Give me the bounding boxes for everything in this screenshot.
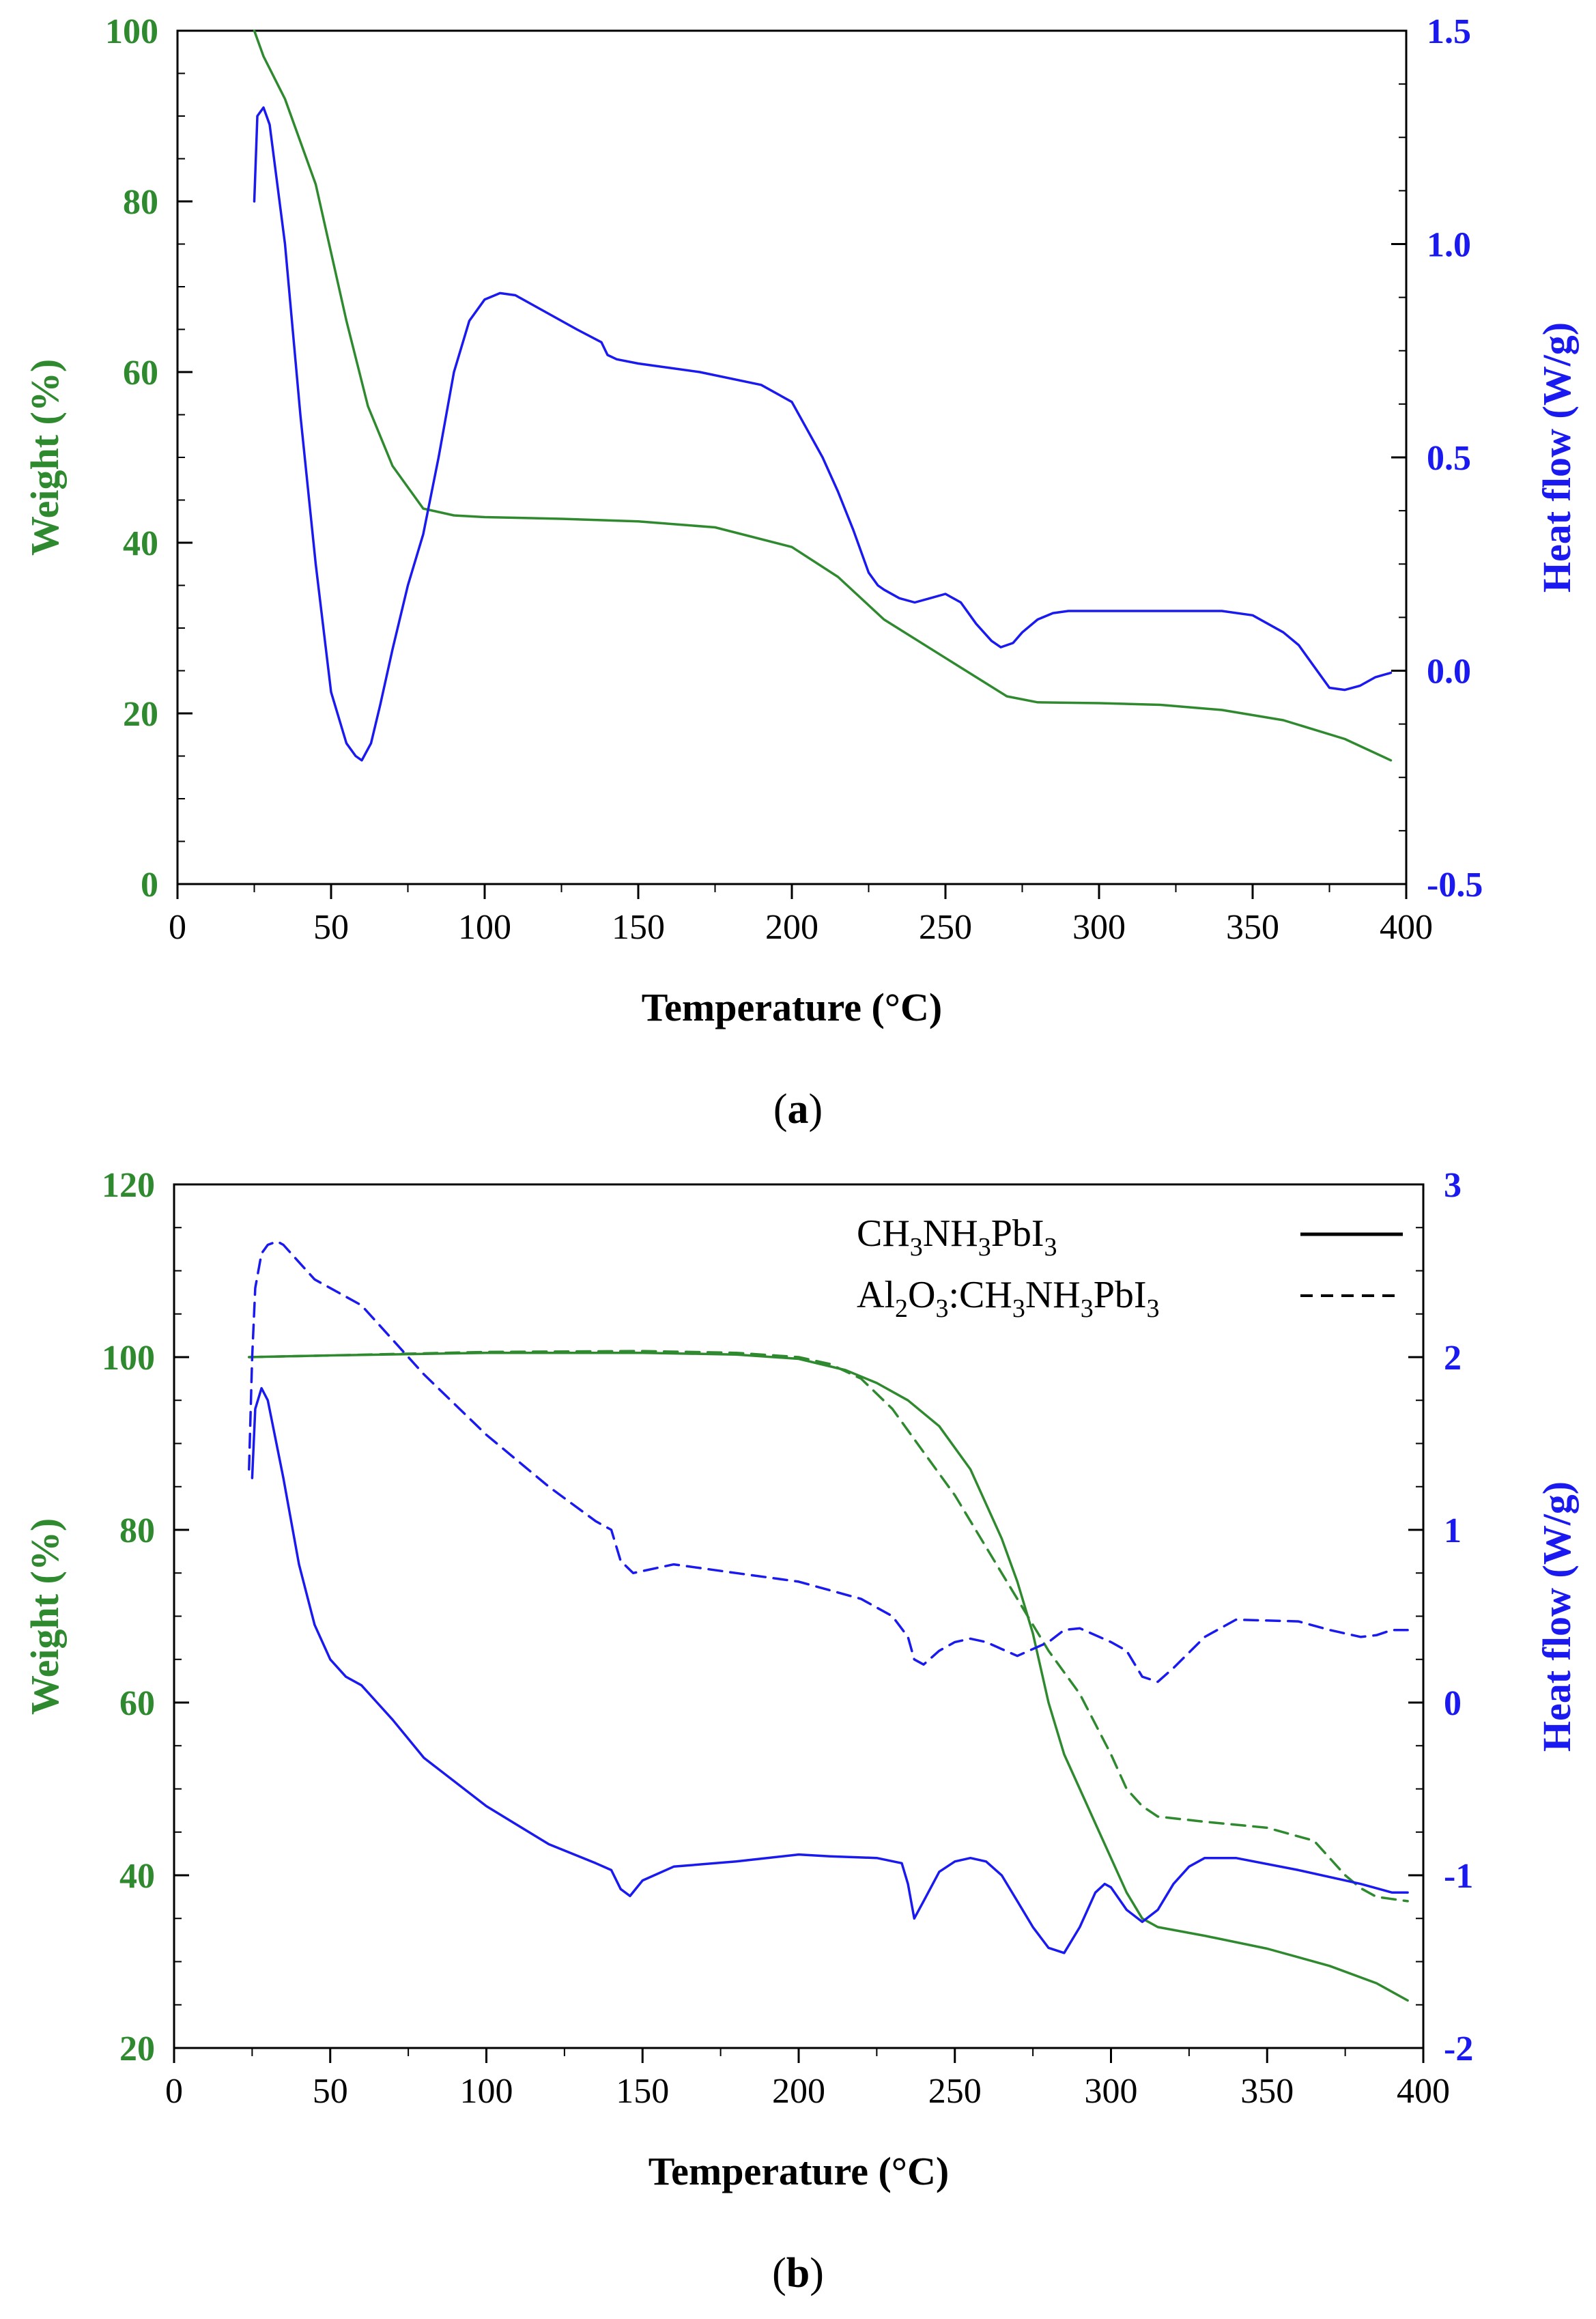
legend-dashed-p1: 2 (895, 1294, 908, 1323)
y-left-tick-label: 120 (102, 1166, 155, 1205)
y-left-axis-title-a: Weight (%) (23, 359, 67, 556)
y-right-tick-label: 2 (1444, 1339, 1462, 1378)
x-tick-label: 400 (1397, 2072, 1450, 2111)
legend-dashed-p2: O (908, 1274, 935, 1316)
y-left-tick-label: 0 (141, 866, 158, 905)
y-left-tick-label: 20 (123, 695, 158, 734)
panel-b: 0 50 100 150 200 250 300 350 400 20406080100120 … (23, 1166, 1579, 2296)
series-line-a-0 (253, 29, 1393, 762)
x-axis-ticks-b: 0 50 100 150 200 250 300 350 400 (165, 2048, 1450, 2111)
x-tick-label: 100 (458, 908, 511, 947)
y-right-axis-ticks-b: -2 -1 0 1 2 3 (1408, 1166, 1473, 2068)
y-left-tick-label: 80 (123, 183, 158, 222)
x-tick-label: 350 (1226, 908, 1279, 947)
series-line-b-1 (248, 1350, 1409, 1903)
plot-frame-b (173, 1183, 1425, 2049)
y-left-tick-label: 40 (119, 1857, 155, 1896)
caption-a-letter: a (788, 1086, 809, 1133)
x-axis-ticks-a: 0 50 100 150 200 250 300 350 400 (169, 884, 1433, 947)
y-left-tick-label: 60 (123, 354, 158, 393)
legend-dashed-p7: 3 (1081, 1294, 1094, 1323)
legend-dashed-p0: Al (857, 1274, 895, 1316)
legend-solid-p3: 3 (978, 1233, 991, 1262)
legend-solid-p2: NH (923, 1212, 978, 1255)
y-right-axis-title-b: Heat flow (W/g) (1535, 1481, 1579, 1752)
y-left-axis-ticks-b: 20 40 60 80 100 120 (102, 1166, 189, 2068)
x-tick-label: 400 (1380, 908, 1433, 947)
legend-solid-p0: CH (857, 1212, 910, 1255)
y-right-tick-label: 0.0 (1427, 653, 1471, 692)
x-tick-label: 150 (612, 908, 665, 947)
series-line-a-1 (253, 106, 1393, 762)
y-right-tick-label: 1.0 (1427, 226, 1471, 265)
x-tick-label: 50 (313, 2072, 348, 2111)
y-right-tick-label: 1.5 (1427, 12, 1471, 51)
x-tick-label: 300 (1072, 908, 1126, 947)
y-left-tick-label: 80 (119, 1511, 155, 1550)
series-line-b-3 (248, 1240, 1409, 1683)
y-right-tick-label: -1 (1444, 1857, 1473, 1896)
y-right-tick-label: 0.5 (1427, 439, 1471, 478)
x-axis-title-a: Temperature (°C) (642, 985, 942, 1029)
legend: CH3NH3PbI3 Al2O3:CH3NH3PbI3 (857, 1212, 1403, 1323)
caption-b-letter: b (786, 2250, 810, 2296)
series-b (248, 1240, 1409, 2002)
x-axis-title-b: Temperature (°C) (649, 2149, 949, 2193)
caption-a-close: ) (809, 1086, 823, 1133)
x-tick-label: 250 (928, 2072, 982, 2111)
legend-dashed-p4: :CH (948, 1274, 1012, 1316)
x-tick-label: 200 (772, 2072, 825, 2111)
legend-solid-p1: 3 (910, 1233, 923, 1262)
x-tick-label: 200 (765, 908, 818, 947)
y-right-tick-label: 1 (1444, 1511, 1462, 1550)
y-right-tick-label: -2 (1444, 2030, 1473, 2068)
legend-solid-p4: PbI (991, 1212, 1044, 1255)
caption-a-open: ( (773, 1086, 788, 1133)
legend-dashed-p8: PbI (1094, 1274, 1147, 1316)
series-a (253, 29, 1393, 762)
legend-label-solid: CH3NH3PbI3 (857, 1212, 1057, 1262)
y-right-axis-ticks-a: -0.5 0.0 0.5 1.0 1.5 (1391, 12, 1483, 905)
x-tick-label: 0 (165, 2072, 183, 2111)
x-tick-label: 300 (1085, 2072, 1138, 2111)
y-left-tick-label: 40 (123, 524, 158, 563)
x-tick-label: 250 (919, 908, 972, 947)
y-right-tick-label: 3 (1444, 1166, 1462, 1205)
caption-a: (a) (773, 1086, 823, 1133)
x-tick-label: 150 (616, 2072, 669, 2111)
legend-dashed-p6: NH (1025, 1274, 1081, 1316)
y-left-tick-label: 60 (119, 1684, 155, 1723)
x-tick-label: 0 (169, 908, 186, 947)
legend-label-dashed: Al2O3:CH3NH3PbI3 (857, 1274, 1160, 1323)
y-left-axis-ticks-a: 0 20 40 60 80 100 (105, 12, 193, 905)
legend-dashed-p9: 3 (1147, 1294, 1160, 1323)
y-right-tick-label: -0.5 (1427, 866, 1483, 905)
legend-dashed-p3: 3 (935, 1294, 948, 1323)
panel-a: 0 50 100 150 200 250 300 350 400 0 20 40 60 80 100 -0… (23, 12, 1579, 1133)
legend-dashed-p5: 3 (1012, 1294, 1025, 1323)
y-left-tick-label: 100 (102, 1339, 155, 1378)
y-right-tick-label: 0 (1444, 1684, 1462, 1723)
y-left-tick-label: 100 (105, 12, 158, 51)
series-line-b-2 (251, 1386, 1409, 1954)
caption-b-open: ( (772, 2250, 786, 2296)
plot-frame-a (176, 29, 1408, 885)
y-right-axis-title-a: Heat flow (W/g) (1535, 322, 1579, 593)
x-tick-label: 350 (1240, 2072, 1294, 2111)
y-left-tick-label: 20 (119, 2030, 155, 2068)
caption-b: (b) (772, 2250, 824, 2296)
x-tick-label: 100 (460, 2072, 513, 2111)
caption-b-close: ) (810, 2250, 824, 2296)
legend-solid-p5: 3 (1044, 1233, 1057, 1262)
y-left-axis-title-b: Weight (%) (23, 1518, 67, 1715)
series-line-b-0 (248, 1351, 1409, 2002)
x-tick-label: 50 (313, 908, 349, 947)
